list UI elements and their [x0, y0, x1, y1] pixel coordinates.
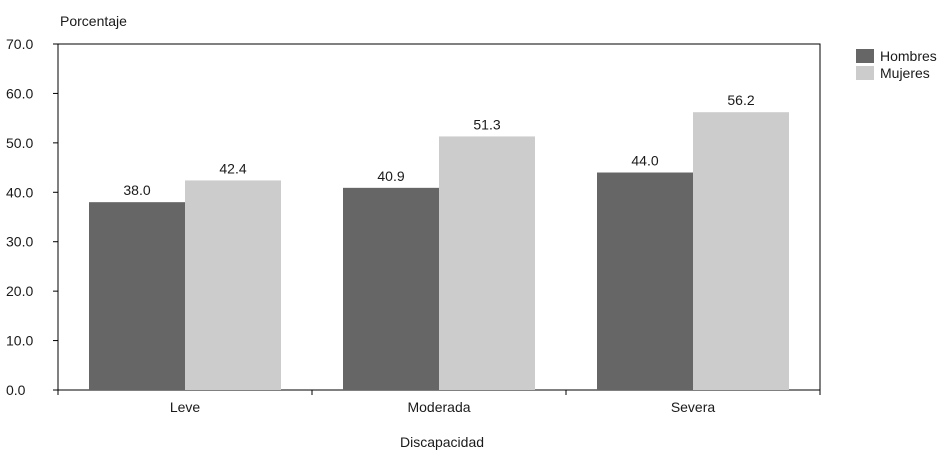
- y-tick-label: 40.0: [6, 184, 33, 200]
- bar-mujeres-leve: [185, 180, 281, 390]
- y-tick-label: 70.0: [6, 36, 33, 52]
- legend-swatch-hombres: [856, 49, 874, 63]
- data-label: 51.3: [473, 116, 500, 132]
- y-axis: 0.0 10.0 20.0 30.0 40.0 50.0 60.0 70.0: [6, 36, 58, 398]
- legend-label: Hombres: [880, 48, 937, 64]
- bar-hombres-moderada: [343, 187, 439, 390]
- x-axis: Leve Moderada Severa: [57, 390, 821, 415]
- bars: 38.0 42.4 40.9 51.3 44.0 56.2: [89, 92, 789, 390]
- y-tick-label: 50.0: [6, 135, 33, 151]
- bar-mujeres-moderada: [439, 136, 535, 390]
- y-axis-title: Porcentaje: [60, 13, 127, 29]
- data-label: 40.9: [377, 168, 404, 184]
- bar-hombres-severa: [597, 172, 693, 390]
- x-tick-label: Moderada: [407, 399, 470, 415]
- x-tick-label: Severa: [671, 399, 716, 415]
- data-label: 44.0: [631, 153, 658, 169]
- bar-hombres-leve: [89, 202, 185, 390]
- y-tick-label: 30.0: [6, 234, 33, 250]
- x-tick-label: Leve: [170, 399, 201, 415]
- y-tick-label: 20.0: [6, 283, 33, 299]
- y-tick-label: 10.0: [6, 333, 33, 349]
- data-label: 42.4: [219, 160, 246, 176]
- data-label: 56.2: [727, 92, 754, 108]
- legend-swatch-mujeres: [856, 66, 874, 80]
- x-axis-title: Discapacidad: [400, 434, 484, 450]
- y-tick-label: 0.0: [6, 382, 26, 398]
- y-tick-label: 60.0: [6, 85, 33, 101]
- data-label: 38.0: [123, 182, 150, 198]
- legend-label: Mujeres: [880, 65, 930, 81]
- bar-mujeres-severa: [693, 112, 789, 390]
